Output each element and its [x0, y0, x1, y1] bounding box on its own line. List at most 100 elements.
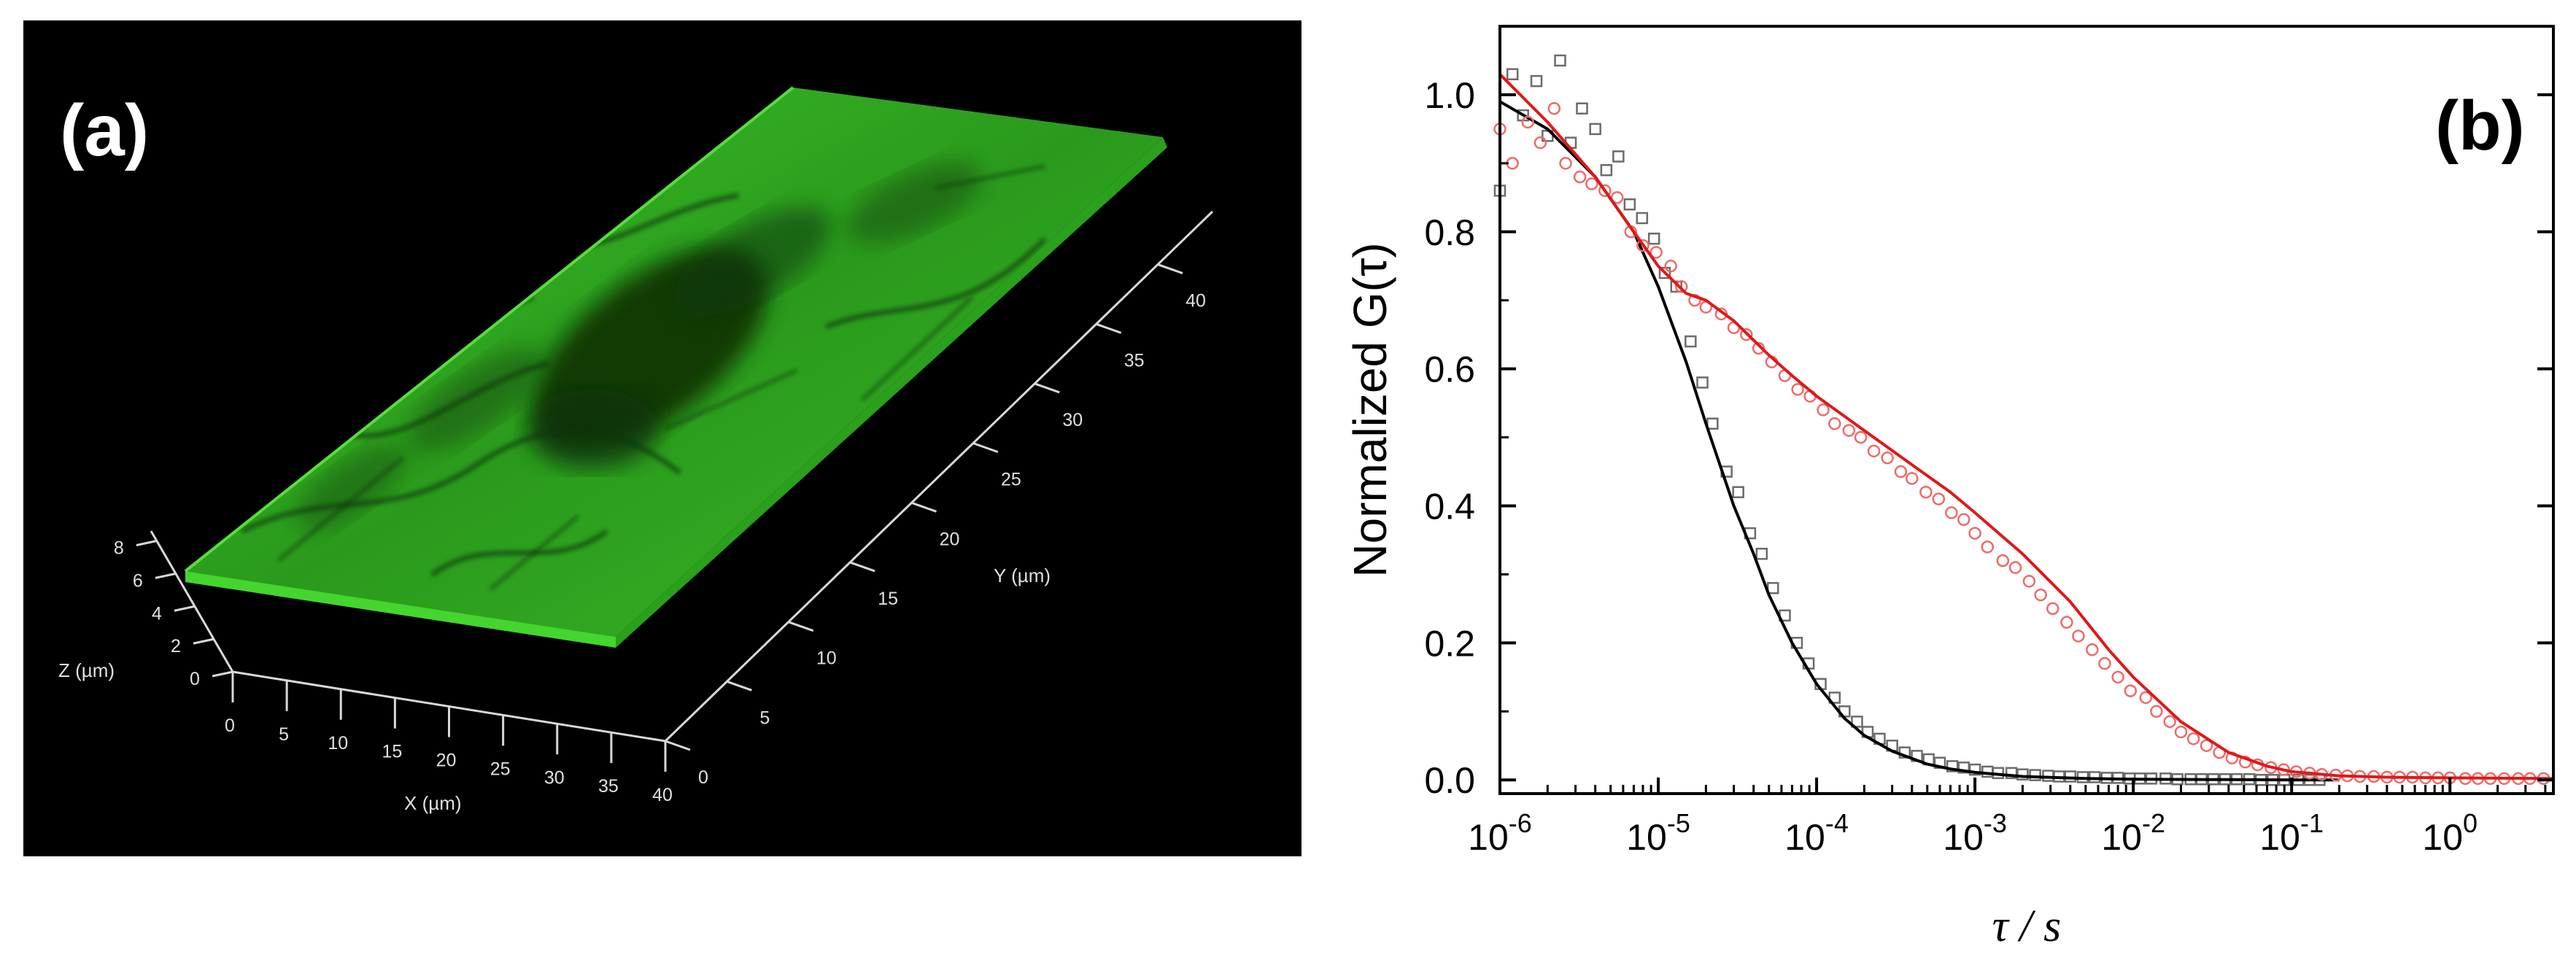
y-tick-label: 15 — [878, 589, 898, 609]
data-point-circle — [1957, 513, 1970, 527]
data-point-circle — [1919, 485, 1933, 499]
data-point-square — [1530, 74, 1543, 88]
y-tick-label: 20 — [940, 529, 960, 549]
surface-back-edge — [184, 86, 794, 573]
x-tick-label: 10 — [328, 733, 348, 753]
data-point-square — [1755, 548, 1768, 560]
panel-a-3d-render: 0 5 10 15 20 25 30 35 40 0 5 10 15 20 25 30 35 40 0 2 4 6 8 X … — [23, 20, 1301, 856]
y-axis-label: Y (µm) — [994, 565, 1051, 586]
surface-texture — [241, 162, 1047, 591]
z-tick-label: 4 — [152, 603, 162, 624]
data-point-circle — [1559, 157, 1572, 170]
x-tick-label: 15 — [382, 742, 402, 762]
series-red — [1493, 73, 2554, 786]
data-point-circle — [2046, 602, 2059, 616]
data-point-circle — [2111, 670, 2124, 684]
surface-front-edge — [185, 571, 616, 648]
z-tick — [174, 605, 196, 612]
y-tick — [911, 501, 937, 513]
data-point-circle — [1752, 341, 1765, 355]
x-tick-label: 10-4 — [1784, 808, 1849, 858]
data-point-circle — [1675, 280, 1688, 293]
y-tick — [849, 561, 875, 573]
data-point-square — [1957, 762, 1970, 774]
data-point-circle — [1968, 527, 1981, 540]
x-tick-label: 0 — [225, 716, 235, 736]
data-point-circle — [2098, 656, 2111, 670]
data-point-circle — [1547, 101, 1561, 115]
data-point-circle — [1817, 403, 1830, 416]
data-point-square — [1696, 376, 1709, 389]
data-point-circle — [1521, 115, 1534, 129]
y-tick — [1096, 322, 1122, 334]
data-point-square — [1554, 54, 1566, 67]
data-point-circle — [2174, 725, 2188, 739]
data-point-circle — [2200, 739, 2213, 752]
y-tick-label: 25 — [1001, 470, 1021, 490]
axes-ticks — [136, 263, 1183, 772]
data-point-square — [1600, 164, 1613, 177]
z-tick — [155, 572, 177, 579]
data-point-circle — [1688, 293, 1701, 307]
data-point-circle — [1894, 465, 1908, 478]
panel-b-label: (b) — [2435, 87, 2525, 165]
data-point-circle — [1867, 444, 1881, 458]
data-point-circle — [2034, 588, 2047, 602]
z-tick — [212, 670, 233, 678]
data-point-circle — [1573, 170, 1587, 184]
data-point-circle — [1598, 184, 1612, 198]
data-point-circle — [1905, 472, 1919, 485]
y-tick-label: 0.0 — [1424, 760, 1475, 801]
y-tick-label: 1.0 — [1424, 75, 1475, 116]
x-tick-label: 5 — [279, 724, 289, 745]
data-point-circle — [1842, 424, 1856, 437]
x-tick-label: 20 — [436, 751, 457, 771]
x-tick-label: 10-1 — [2259, 808, 2324, 858]
x-axis-ticks: 10-6 10-5 10-4 10-3 10-2 10-1 100 — [1468, 778, 2547, 858]
chart-canvas: 10-6 10-5 10-4 10-3 10-2 10-1 100 0.0 0.2 0.4 0.6… — [1344, 25, 2555, 951]
y-tick-label: 10 — [816, 648, 837, 669]
z-tick-label: 0 — [190, 669, 200, 689]
x-tick-label: 40 — [652, 785, 673, 805]
y-tick-label: 35 — [1124, 350, 1145, 371]
data-point-circle — [1664, 260, 1677, 273]
data-point-circle — [2008, 561, 2022, 574]
data-point-circle — [1791, 383, 1804, 396]
data-point-square — [1506, 68, 1519, 80]
y-tick — [1157, 263, 1183, 275]
y-tick — [665, 740, 691, 751]
y-tick-label: 40 — [1185, 291, 1206, 311]
x-tick-label: 10-5 — [1626, 808, 1690, 858]
data-point-circle — [1981, 541, 1995, 554]
data-point-square — [1685, 335, 1697, 348]
y-tick — [972, 442, 999, 454]
z-axis-label: Z (µm) — [58, 659, 115, 681]
surface-right-edge — [616, 137, 1167, 648]
plot-frame — [1498, 25, 2555, 795]
x-tick-label: 25 — [490, 759, 511, 779]
x-axis-title: τ / s — [1992, 902, 2062, 951]
data-point-square — [2016, 768, 2029, 780]
z-tick — [136, 540, 158, 546]
data-point-circle — [2139, 691, 2153, 705]
data-point-circle — [2186, 732, 2200, 745]
data-point-square — [2029, 769, 2041, 781]
fit-line — [1498, 73, 2554, 780]
panel-a-label: (a) — [60, 90, 149, 171]
data-point-circle — [2163, 715, 2176, 729]
data-point-circle — [1854, 430, 1868, 444]
x-tick-label: 10-3 — [1943, 808, 2007, 858]
data-point-square — [1576, 102, 1588, 115]
data-point-square — [1946, 760, 1959, 772]
x-tick-label: 30 — [544, 767, 565, 788]
y-tick-label: 0 — [698, 767, 708, 788]
data-point-circle — [2238, 756, 2252, 769]
y-tick-label: 0.8 — [1424, 212, 1475, 253]
data-point-square — [1670, 280, 1683, 293]
data-point-circle — [1932, 492, 1946, 505]
data-point-circle — [2150, 705, 2163, 718]
data-point-circle — [2060, 616, 2073, 629]
data-point-square — [1612, 150, 1625, 163]
